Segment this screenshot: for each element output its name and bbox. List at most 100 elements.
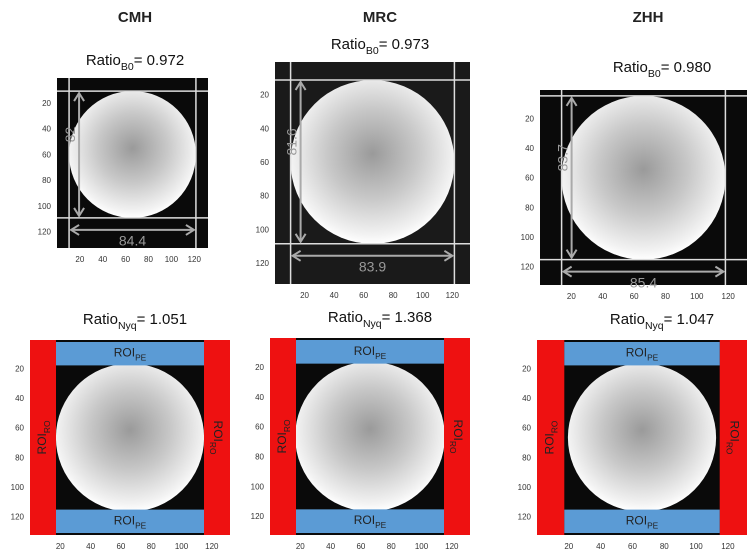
width-label: 83.9 — [359, 259, 386, 275]
height-label: 81.6 — [283, 128, 299, 155]
y-tick-label: 40 — [15, 394, 24, 403]
x-tick-label: 100 — [415, 542, 429, 551]
y-tick-label: 60 — [260, 158, 269, 167]
y-tick-label: 80 — [15, 453, 24, 462]
y-tick-label: 80 — [260, 192, 269, 201]
text-main: Ratio — [86, 52, 121, 69]
phantom — [295, 362, 445, 512]
y-tick-label: 20 — [260, 91, 269, 100]
y-tick-label: 80 — [42, 176, 51, 185]
x-tick-label: 100 — [690, 292, 704, 301]
text-main: ROI — [114, 513, 135, 527]
site-name: MRC — [363, 9, 397, 26]
ratio-b0: RatioB0= 0.980 — [613, 59, 711, 80]
x-tick-label: 40 — [98, 255, 107, 264]
phantom — [56, 363, 204, 511]
y-tick-label: 80 — [255, 453, 264, 462]
ratio-nyq: RatioNyq= 1.047 — [610, 311, 714, 332]
phantom — [291, 80, 455, 244]
subscript: PE — [375, 520, 387, 530]
y-tick-label: 120 — [256, 259, 270, 268]
x-tick-label: 80 — [147, 542, 156, 551]
width-label: 85.4 — [630, 274, 657, 290]
subscript: Nyq — [118, 320, 137, 332]
phantom — [69, 91, 196, 218]
text-main: Ratio — [610, 311, 645, 328]
subscript: Nyq — [645, 320, 664, 332]
y-tick-label: 120 — [11, 512, 25, 521]
height-label: 83.7 — [554, 144, 570, 171]
y-tick-label: 120 — [251, 512, 265, 521]
text-rest: = 1.368 — [382, 309, 432, 326]
x-tick-label: 40 — [596, 542, 605, 551]
y-tick-label: 60 — [15, 424, 24, 433]
y-tick-label: 100 — [11, 483, 25, 492]
y-tick-label: 20 — [522, 365, 531, 374]
y-tick-label: 20 — [42, 99, 51, 108]
y-tick-label: 60 — [525, 174, 534, 183]
x-tick-label: 100 — [175, 542, 189, 551]
y-tick-label: 20 — [525, 115, 534, 124]
x-tick-label: 40 — [330, 291, 339, 300]
y-tick-label: 120 — [521, 262, 535, 271]
phantom — [562, 96, 726, 260]
text-rest: = 0.972 — [134, 52, 184, 69]
text-main: Ratio — [331, 36, 366, 53]
text-main: ROI — [275, 432, 289, 453]
subscript: RO — [42, 420, 52, 433]
x-tick-label: 120 — [445, 542, 459, 551]
y-tick-label: 40 — [255, 393, 264, 402]
x-tick-label: 80 — [660, 542, 669, 551]
x-tick-label: 20 — [300, 291, 309, 300]
y-tick-label: 80 — [525, 203, 534, 212]
x-tick-label: 120 — [446, 291, 460, 300]
x-tick-label: 60 — [630, 292, 639, 301]
site-name: ZHH — [633, 9, 664, 26]
x-tick-label: 60 — [116, 542, 125, 551]
subscript: RO — [208, 442, 218, 455]
y-tick-label: 100 — [251, 482, 265, 491]
y-tick-label: 20 — [255, 363, 264, 372]
y-tick-label: 40 — [525, 144, 534, 153]
text-main: ROI — [727, 421, 741, 442]
height-label: 82 — [62, 127, 78, 143]
y-tick-label: 80 — [522, 453, 531, 462]
text-rest: = 0.973 — [379, 36, 429, 53]
x-tick-label: 80 — [144, 255, 153, 264]
site-name: CMH — [118, 9, 152, 26]
x-tick-label: 100 — [689, 542, 703, 551]
text-main: ROI — [354, 344, 375, 358]
ratio-b0: RatioB0= 0.972 — [86, 52, 184, 73]
subscript: RO — [448, 441, 458, 454]
text-main: ROI — [626, 513, 647, 527]
figure: CMHRatioB0= 0.9728284.420204040606080801… — [0, 0, 747, 551]
subscript: B0 — [648, 68, 661, 80]
x-tick-label: 60 — [356, 542, 365, 551]
x-tick-label: 40 — [598, 292, 607, 301]
ratio-nyq: RatioNyq= 1.051 — [83, 311, 187, 332]
subscript: PE — [647, 521, 659, 531]
x-tick-label: 80 — [661, 292, 670, 301]
y-tick-label: 60 — [522, 424, 531, 433]
phantom — [568, 363, 716, 511]
x-tick-label: 20 — [567, 292, 576, 301]
x-tick-label: 60 — [359, 291, 368, 300]
text-main: ROI — [451, 420, 465, 441]
x-tick-label: 100 — [416, 291, 430, 300]
subscript: RO — [282, 419, 292, 432]
x-tick-label: 40 — [326, 542, 335, 551]
subscript: B0 — [121, 61, 134, 73]
y-tick-label: 40 — [260, 124, 269, 133]
text-rest: = 1.047 — [664, 311, 714, 328]
x-tick-label: 20 — [75, 255, 84, 264]
y-tick-label: 100 — [256, 225, 270, 234]
x-tick-label: 120 — [721, 542, 735, 551]
text-main: ROI — [354, 513, 375, 527]
text-main: Ratio — [83, 311, 118, 328]
x-tick-label: 100 — [165, 255, 179, 264]
subscript: B0 — [366, 45, 379, 57]
y-tick-label: 100 — [521, 233, 535, 242]
x-tick-label: 60 — [628, 542, 637, 551]
text-main: ROI — [626, 346, 647, 360]
subscript: PE — [135, 353, 147, 363]
